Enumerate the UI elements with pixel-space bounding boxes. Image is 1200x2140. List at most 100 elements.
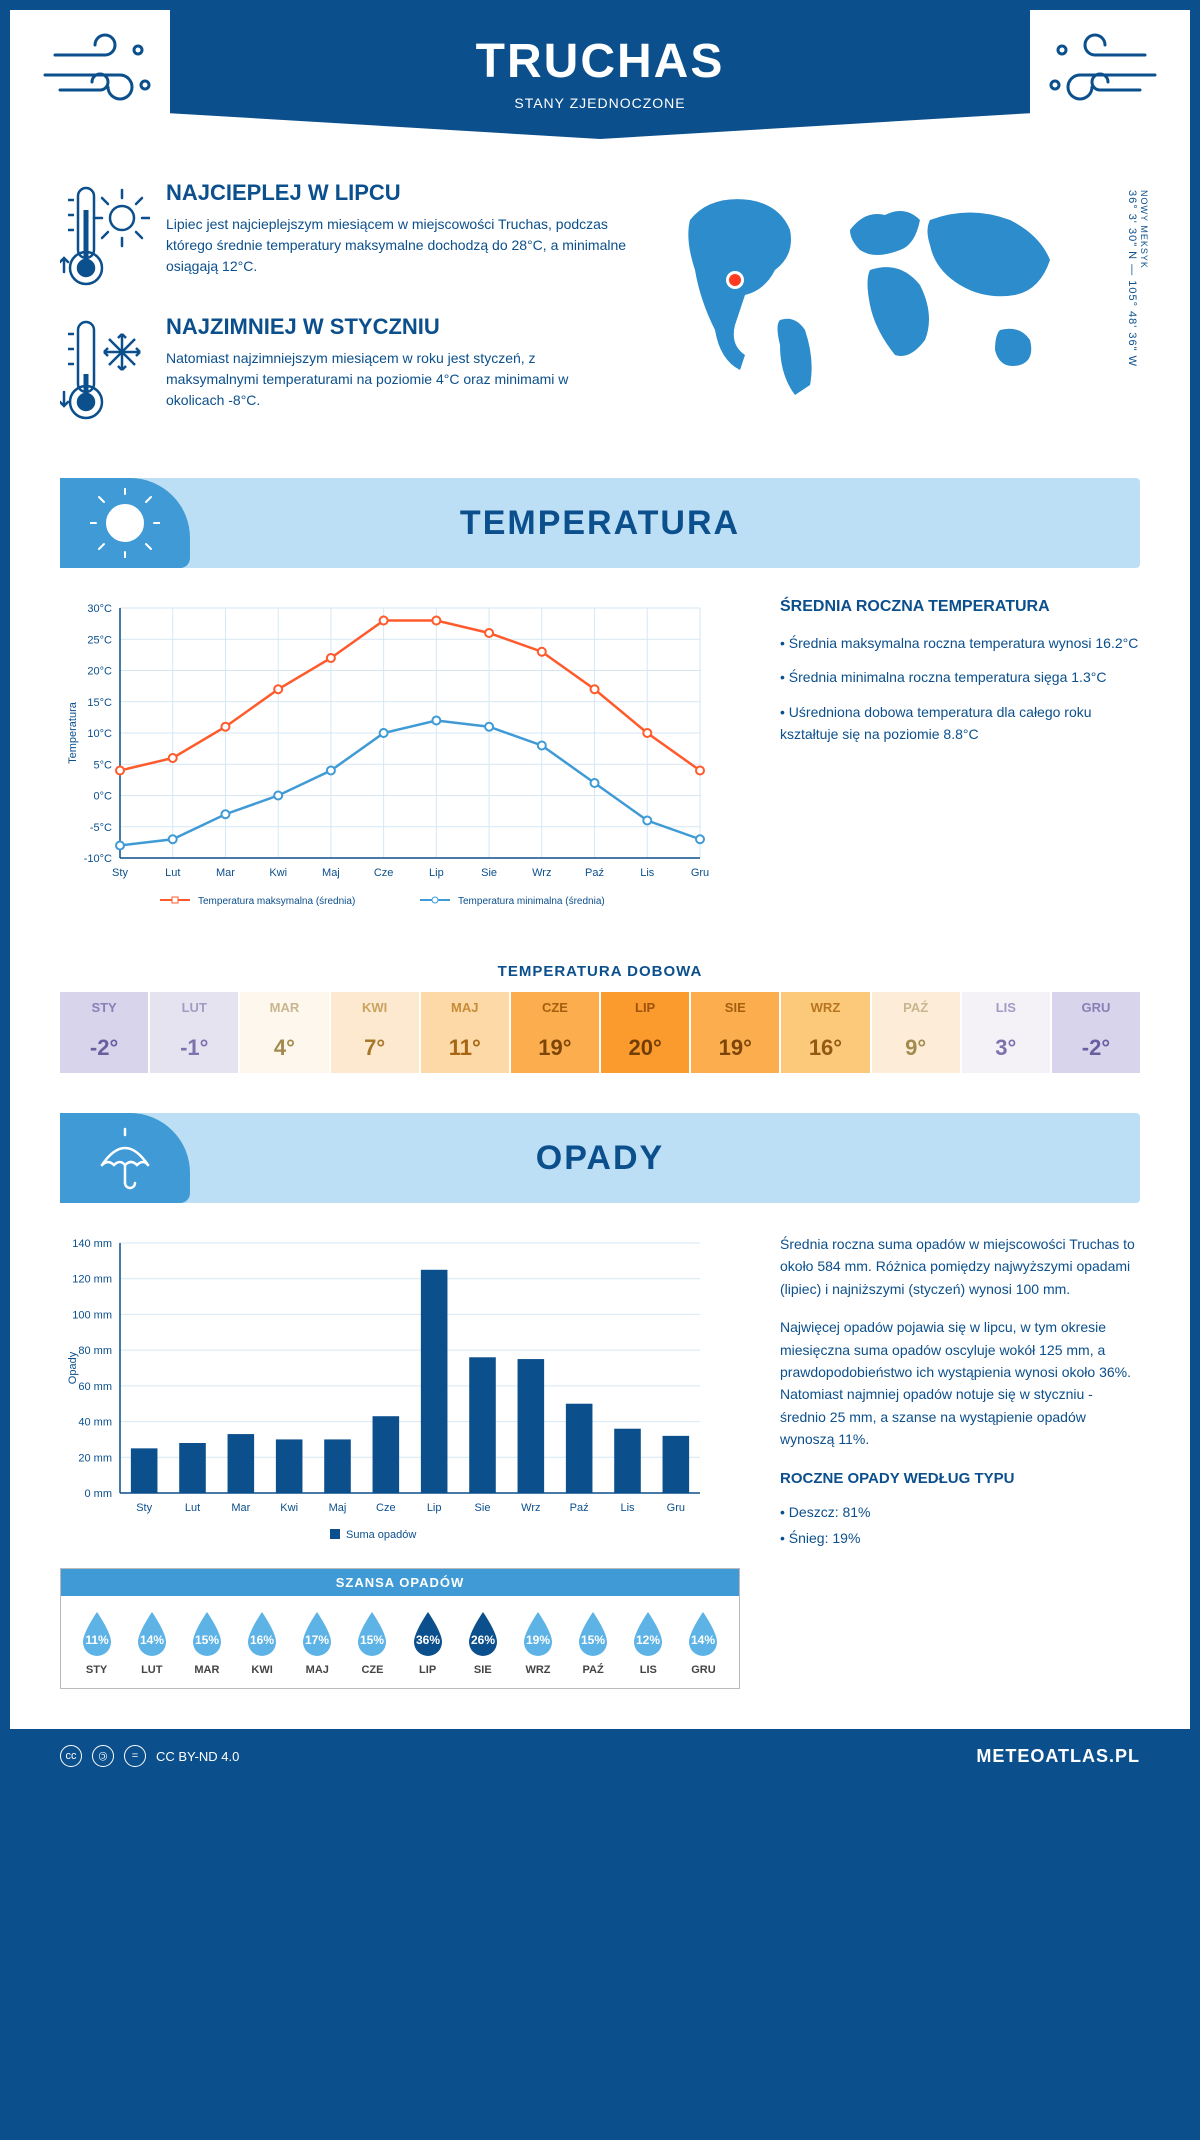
daily-value: 19° <box>511 1023 599 1073</box>
warmest-title: NAJCIEPLEJ W LIPCU <box>166 180 630 206</box>
svg-text:-10°C: -10°C <box>84 853 112 865</box>
daily-value: 3° <box>962 1023 1050 1073</box>
svg-text:10°C: 10°C <box>87 728 112 740</box>
svg-text:100 mm: 100 mm <box>72 1309 112 1321</box>
chance-month: MAR <box>179 1664 234 1676</box>
daily-cell: KWI7° <box>331 992 421 1073</box>
svg-text:Temperatura maksymalna (średni: Temperatura maksymalna (średnia) <box>198 896 355 907</box>
svg-text:5°C: 5°C <box>94 759 113 771</box>
svg-text:30°C: 30°C <box>87 603 112 615</box>
precip-p1: Średnia roczna suma opadów w miejscowośc… <box>780 1233 1140 1300</box>
header-banner: TRUCHAS STANY ZJEDNOCZONE <box>170 10 1030 139</box>
daily-month: LIP <box>601 992 689 1023</box>
coldest-text: Natomiast najzimniejszym miesiącem w rok… <box>166 348 630 411</box>
svg-text:Lip: Lip <box>427 1502 442 1514</box>
chance-month: PAŹ <box>566 1664 621 1676</box>
chance-cell: 11%STY <box>69 1608 124 1676</box>
daily-cell: STY-2° <box>60 992 150 1073</box>
raindrop-icon: 36% <box>408 1608 448 1658</box>
raindrop-icon: 15% <box>352 1608 392 1658</box>
chance-cell: 26%SIE <box>455 1608 510 1676</box>
svg-text:12%: 12% <box>636 1633 660 1647</box>
svg-text:-5°C: -5°C <box>90 822 112 834</box>
daily-temp-grid: STY-2°LUT-1°MAR4°KWI7°MAJ11°CZE19°LIP20°… <box>60 992 1140 1073</box>
chance-cell: 14% GRU <box>676 1608 731 1676</box>
chance-month: LIS <box>621 1664 676 1676</box>
raindrop-icon: 17% <box>297 1608 337 1658</box>
wind-icon-left <box>40 30 160 110</box>
daily-cell: LIS3° <box>962 992 1052 1073</box>
svg-text:Lip: Lip <box>429 867 444 879</box>
daily-value: 16° <box>781 1023 869 1073</box>
precip-bar-chart: 0 mm20 mm40 mm60 mm80 mm100 mm120 mm140 … <box>60 1233 720 1553</box>
chance-month: KWI <box>235 1664 290 1676</box>
temp-summary-b1: • Średnia maksymalna roczna temperatura … <box>780 632 1140 654</box>
svg-text:Sty: Sty <box>136 1502 152 1514</box>
svg-text:17%: 17% <box>305 1633 329 1647</box>
chance-cell: 15%PAŹ <box>566 1608 621 1676</box>
daily-value: -1° <box>150 1023 238 1073</box>
svg-text:15°C: 15°C <box>87 697 112 709</box>
svg-text:Lut: Lut <box>165 867 180 879</box>
temperature-summary: ŚREDNIA ROCZNA TEMPERATURA • Średnia mak… <box>780 598 1140 923</box>
intro-section: NAJCIEPLEJ W LIPCU Lipiec jest najcieple… <box>10 170 1190 478</box>
daily-month: LIS <box>962 992 1050 1023</box>
svg-text:14%: 14% <box>691 1633 715 1647</box>
thermometer-hot-icon <box>60 180 150 290</box>
precip-side: Średnia roczna suma opadów w miejscowośc… <box>780 1233 1140 1689</box>
svg-text:16%: 16% <box>250 1633 274 1647</box>
footer-license: cc 🄯 = CC BY-ND 4.0 <box>60 1745 239 1767</box>
chance-cell: 19%WRZ <box>510 1608 565 1676</box>
svg-text:Gru: Gru <box>691 867 709 879</box>
svg-text:0°C: 0°C <box>94 791 113 803</box>
daily-value: 9° <box>872 1023 960 1073</box>
daily-cell: WRZ16° <box>781 992 871 1073</box>
sun-icon <box>60 478 190 568</box>
chance-cell: 17%MAJ <box>290 1608 345 1676</box>
svg-text:19%: 19% <box>526 1633 550 1647</box>
precip-title: OPADY <box>536 1139 664 1178</box>
precip-rain: • Deszcz: 81% <box>780 1501 1140 1523</box>
location-title: TRUCHAS <box>170 34 1030 89</box>
svg-text:Wrz: Wrz <box>521 1502 540 1514</box>
warmest-text: Lipiec jest najcieplejszym miesiącem w m… <box>166 214 630 277</box>
header: TRUCHAS STANY ZJEDNOCZONE <box>10 10 1190 170</box>
daily-month: STY <box>60 992 148 1023</box>
svg-text:Kwi: Kwi <box>269 867 287 879</box>
region-label: NOWY MEKSYK <box>1139 190 1149 269</box>
svg-text:40 mm: 40 mm <box>78 1417 112 1429</box>
raindrop-icon: 19% <box>518 1608 558 1658</box>
svg-text:15%: 15% <box>360 1633 384 1647</box>
svg-text:Sie: Sie <box>481 867 497 879</box>
temperature-row: -10°C-5°C0°C5°C10°C15°C20°C25°C30°CStyLu… <box>10 568 1190 943</box>
svg-text:0 mm: 0 mm <box>85 1488 113 1500</box>
license-text: CC BY-ND 4.0 <box>156 1749 239 1764</box>
svg-text:Temperatura minimalna (średnia: Temperatura minimalna (średnia) <box>458 896 605 907</box>
coords-line: 36° 3' 30" N — 105° 48' 36" W <box>1126 190 1138 367</box>
daily-cell: LIP20° <box>601 992 691 1073</box>
daily-value: -2° <box>1052 1023 1140 1073</box>
svg-text:Temperatura: Temperatura <box>67 701 79 764</box>
chance-cell: 12% LIS <box>621 1608 676 1676</box>
raindrop-icon: 12% <box>628 1608 668 1658</box>
svg-text:Lut: Lut <box>185 1502 200 1514</box>
chance-title: SZANSA OPADÓW <box>61 1569 739 1596</box>
world-map-icon <box>660 180 1080 400</box>
daily-cell: GRU-2° <box>1052 992 1140 1073</box>
svg-text:36%: 36% <box>416 1633 440 1647</box>
chance-grid: 11%STY14%LUT15%MAR16%KWI17%MAJ15%CZE36%L… <box>61 1596 739 1688</box>
svg-text:Opady: Opady <box>67 1351 79 1384</box>
precip-type: ROCZNE OPADY WEDŁUG TYPU • Deszcz: 81% •… <box>780 1467 1140 1550</box>
chance-month: GRU <box>676 1664 731 1676</box>
chance-cell: 36% LIP <box>400 1608 455 1676</box>
raindrop-icon: 11% <box>77 1608 117 1658</box>
daily-cell: PAŹ9° <box>872 992 962 1073</box>
svg-text:20 mm: 20 mm <box>78 1452 112 1464</box>
daily-month: CZE <box>511 992 599 1023</box>
daily-cell: MAR4° <box>240 992 330 1073</box>
warmest-block: NAJCIEPLEJ W LIPCU Lipiec jest najcieple… <box>60 180 630 290</box>
daily-temp-title: TEMPERATURA DOBOWA <box>10 963 1190 980</box>
chance-month: LIP <box>400 1664 455 1676</box>
precip-row: 0 mm20 mm40 mm60 mm80 mm100 mm120 mm140 … <box>10 1203 1190 1709</box>
temp-summary-b2: • Średnia minimalna roczna temperatura s… <box>780 666 1140 688</box>
